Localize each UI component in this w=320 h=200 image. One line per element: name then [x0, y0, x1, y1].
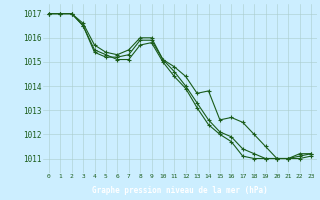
- Text: Graphe pression niveau de la mer (hPa): Graphe pression niveau de la mer (hPa): [92, 186, 268, 195]
